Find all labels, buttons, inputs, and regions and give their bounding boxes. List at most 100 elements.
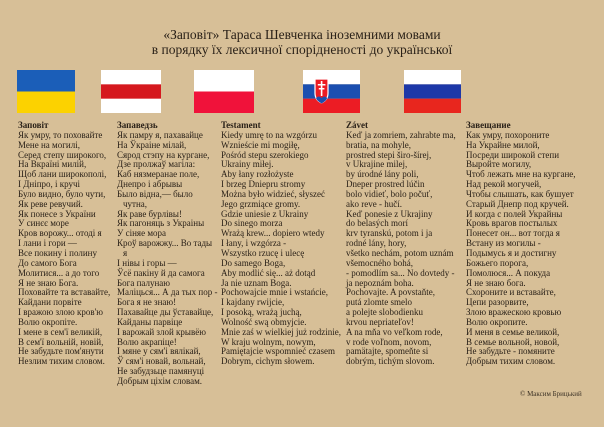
- poem-russian: Завещание Как умру, похороните На Украйне …: [466, 120, 600, 367]
- poem-line: Як умру, то поховайте: [18, 129, 103, 140]
- poem-line: Чтобы слышать, как бушует: [466, 188, 574, 199]
- poem-line: Мене на могилі,: [18, 139, 80, 150]
- poem-line: Кровь врагов постылых: [466, 218, 558, 229]
- poem-line: Божьего порога,: [466, 257, 529, 268]
- poem-line: Пахавайце ды ўставайце,: [117, 307, 214, 318]
- ukraine-flag: [17, 70, 75, 113]
- poem-line: Було видно, було чути,: [18, 188, 106, 199]
- poem-line: Помолюся... А покуда: [466, 267, 551, 278]
- poem-line: Як раве бурлівы!: [117, 208, 182, 219]
- poem-line: bratia, na mohyle,: [346, 139, 411, 150]
- poem-line: I kajdany rwijcie,: [221, 297, 285, 308]
- poem-line: Do sinego morza: [221, 218, 283, 229]
- poem-line: A na mňa vo veľkom rode,: [346, 326, 443, 337]
- poem-line: W kraju wolnym, nowym,: [221, 336, 316, 347]
- poem-line: Злою вражескою кровью: [466, 307, 562, 318]
- poem-line: Все покину і полину: [18, 247, 97, 258]
- poem-line: Wolność swą obmyjcie.: [221, 316, 307, 327]
- poem-heading: Závet: [346, 120, 368, 130]
- poem-line: Pamiętajcie wspomnieć czasem: [221, 346, 335, 357]
- poem-line: Молитися... а до того: [18, 267, 100, 278]
- poem-line: putá zlomte smelo: [346, 297, 412, 308]
- poem-line: Волю акрапіце!: [117, 336, 177, 347]
- poem-line: Ў сям'і новай, вольнай,: [117, 356, 206, 367]
- poem-line: Сярод стэпу на кургане,: [117, 149, 210, 160]
- poem-line: Kiedy umrę to na wzgórzu: [221, 129, 317, 140]
- poem-line: І Дніпро, і кручі: [18, 179, 81, 190]
- poem-line: Над рекой могучей,: [466, 179, 542, 190]
- poem-line: Pochovajte. A povstaňte,: [346, 287, 435, 298]
- poem-line: И меня в семье великой,: [466, 326, 560, 337]
- poem-line: Ja nie uznam Boga.: [221, 277, 292, 288]
- poem-line: І варожай злой крывёю: [117, 326, 206, 337]
- poem-line: krvou nepriateľov!: [346, 316, 414, 327]
- poem-line: Бога палунаю: [117, 277, 171, 288]
- poem-slovak: Závet Keď ja zomriem, zahrabte ma, bratia,…: [346, 120, 463, 367]
- poem-heading: Запаведзь: [117, 120, 158, 130]
- poem-line: І нівы і горы —: [117, 257, 177, 268]
- poem-line: rodné lány, hory,: [346, 238, 407, 249]
- belarus-flag: [101, 70, 161, 113]
- poem-heading: Завещание: [466, 120, 511, 130]
- poem-line: Pośród stepu szerokiego: [221, 149, 309, 160]
- poem-ukrainian: Заповіт Як умру, то поховайте Мене на моги…: [18, 120, 114, 367]
- poem-line: I łany, i wzgórza -: [221, 238, 287, 249]
- poem-line: prostred stepi širo-šírej,: [346, 149, 432, 160]
- poem-line: Как умру, похороните: [466, 129, 550, 140]
- poem-line: І мене в сем'ї великій,: [18, 326, 103, 337]
- poem-line: Волю окропите.: [466, 316, 528, 327]
- poem-line: Do samego Boga,: [221, 257, 286, 268]
- poem-line: Dobrym, cichym słowem.: [221, 356, 315, 367]
- poem-line: Щоб лани широкополі,: [18, 169, 107, 180]
- poem-line: v Ukrajine milej,: [346, 159, 408, 170]
- poem-line: všetko nechám, potom uznám: [346, 247, 454, 258]
- poem-line: Wszystko rzucę i ulecę: [221, 247, 305, 258]
- poem-line: Mnie zaś w wielkiej już rodzinie,: [221, 326, 341, 337]
- poem-line: Кров ворожу... отоді я: [18, 228, 102, 239]
- poem-line: Wrażą krew... dopiero wtedy: [221, 228, 325, 239]
- poem-line: dobrým, tichým slovom.: [346, 356, 435, 367]
- poem-line: В семье вольной, новой,: [466, 336, 560, 347]
- slovakia-flag: [303, 70, 360, 113]
- poem-line: І мяне у сям'і вялікай,: [117, 346, 201, 357]
- poem-line: Понесет он... вот тогда я: [466, 228, 560, 239]
- poem-line: by úrodné lány poli,: [346, 169, 419, 180]
- poem-heading: Testament: [221, 120, 261, 130]
- poem-line: Aby łany rozłożyste: [221, 169, 294, 180]
- poem-line: Keď ponesie z Ukrajiny: [346, 208, 433, 219]
- poem-line: I brzeg Dniepru stromy: [221, 179, 306, 190]
- poem-line: Można było widzieć, słyszeć: [221, 188, 325, 199]
- poem-line: ako reve - hučí.: [346, 198, 402, 209]
- poem-line: Wznieście mi mogiłę,: [221, 139, 300, 150]
- poem-line: Посреди широкой степи: [466, 149, 560, 160]
- poem-line: Aby modlić się... aż dotąd: [221, 267, 316, 278]
- poem-line: Старый Днепр под кручей.: [466, 198, 569, 209]
- poem-line: ja nepoznám boha.: [346, 277, 414, 288]
- poem-line: krv tyranskú, potom i ja: [346, 228, 433, 239]
- poem-polish: Testament Kiedy umrę to na wzgórzu Wznieśc…: [221, 120, 343, 367]
- poem-line: Выройте могилу,: [466, 159, 532, 170]
- poem-line: У синєє море: [18, 218, 69, 229]
- poem-line: Кайдани порвіте: [18, 297, 82, 308]
- poem-line: Чтоб лежать мне на кургане,: [466, 169, 576, 180]
- poem-line: На Вкраїні милій,: [18, 159, 87, 170]
- poem-line: Кайданы парвіце: [117, 316, 183, 327]
- poem-line: Як реве ревучий.: [18, 198, 83, 209]
- copyright: © Максим Брицький: [520, 390, 582, 398]
- poem-line: Ukrainy miłej.: [221, 159, 274, 170]
- poem-line: Маліцься... А да тых пор -: [117, 287, 218, 298]
- poem-line: pamätajte, spomeňte si: [346, 346, 429, 357]
- poem-belarusian: Запаведзь Як памру я, пахавайце На Ўкраіне…: [117, 120, 218, 387]
- poem-line: všemocného bohá,: [346, 257, 413, 268]
- page-title-line-1: «Заповіт» Тараса Шевченка іноземними мов…: [163, 27, 441, 42]
- poem-line: Як понесе з України: [18, 208, 96, 219]
- poem-line: Як пагоняць з Украіны: [117, 218, 205, 229]
- poem-line: До самого Бога: [18, 257, 77, 268]
- russia-flag: [404, 70, 461, 113]
- poem-line: Бога я не знаю!: [117, 297, 177, 308]
- poem-line: И когда с полей Украйны: [466, 208, 563, 219]
- poem-line: Добрым тихим словом.: [466, 356, 556, 367]
- poem-line: Схороните и вставайте,: [466, 287, 556, 298]
- poem-line: В сем'ї вольній, новій,: [18, 336, 104, 347]
- poem-line: Подымусь я и достигну: [466, 247, 557, 258]
